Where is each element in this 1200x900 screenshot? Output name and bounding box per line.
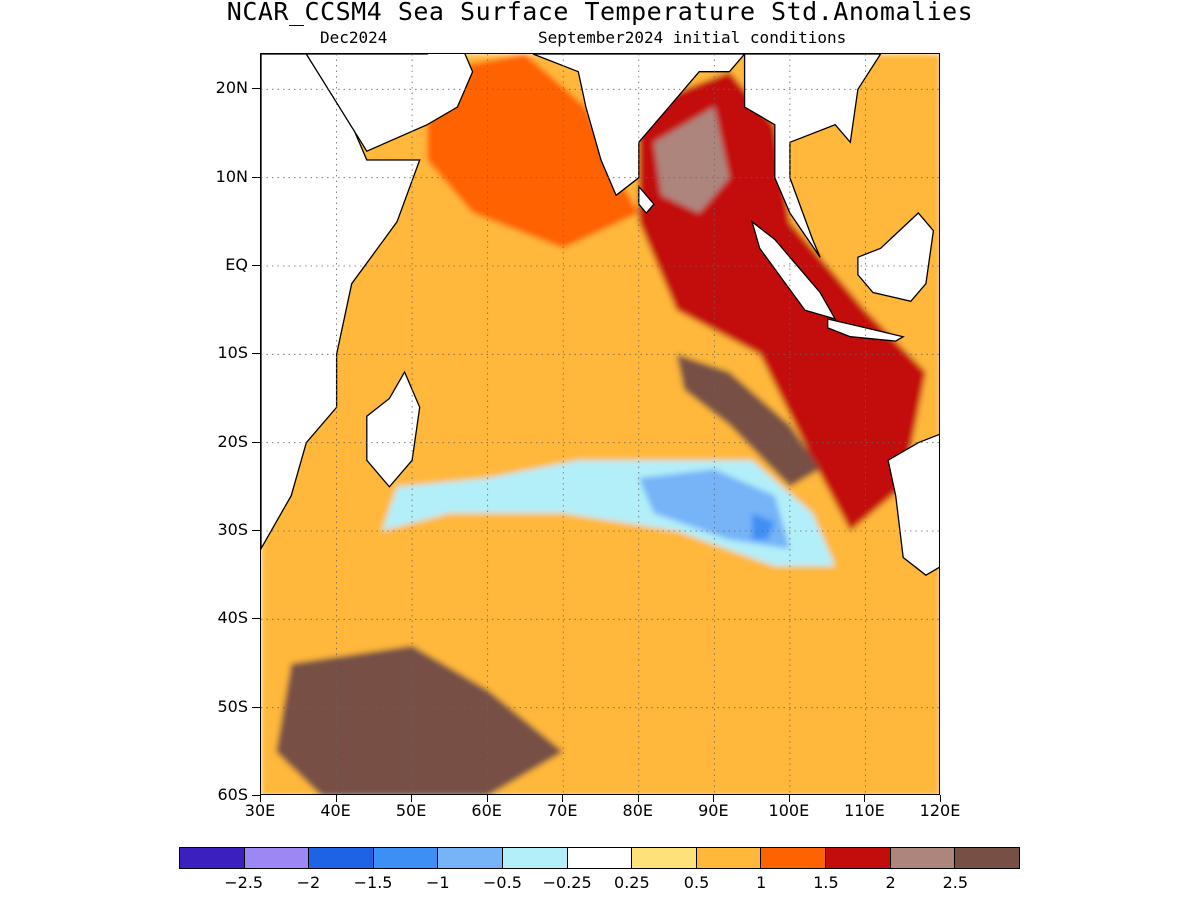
anomaly-region-8 (752, 513, 775, 540)
lat-tick-label: 40S (217, 608, 248, 628)
colorbar-label: 1.5 (813, 873, 839, 892)
lon-tick-label: 30E (244, 801, 276, 820)
lon-tick-label: 110E (844, 801, 885, 820)
colorbar-label: 2.5 (942, 873, 969, 892)
lat-tick-mark (252, 441, 260, 443)
lat-tick-label: 30S (217, 520, 248, 539)
sst-anomaly-map (261, 54, 939, 794)
colorbar-label: −0.25 (542, 873, 592, 892)
initial-conditions: September2024 initial conditions (538, 28, 847, 47)
colorbar-box-10 (826, 848, 891, 868)
colorbar-box-3 (373, 848, 439, 868)
colorbar-box-7 (632, 848, 697, 868)
lat-tick-mark (252, 176, 260, 178)
colorbar-label: 0.25 (614, 873, 650, 892)
lat-tick-mark (252, 88, 260, 90)
lon-tick-label: 60E (471, 801, 502, 820)
land-mass-5 (366, 370, 421, 488)
forecast-month: Dec2024 (320, 28, 388, 47)
lon-tick-label: 40E (320, 801, 351, 820)
lat-tick-mark (252, 795, 260, 796)
colorbar-label: −2 (296, 873, 321, 892)
lon-tick-mark (335, 795, 337, 802)
anomaly-region-3 (653, 107, 730, 213)
colorbar-box-5 (503, 848, 568, 868)
lat-tick-mark (252, 706, 260, 708)
lon-tick-mark (637, 795, 639, 802)
lat-tick-mark (252, 618, 260, 620)
colorbar-box-8 (696, 848, 762, 868)
lon-tick-label: 90E (698, 801, 729, 820)
lon-tick-label: 120E (919, 801, 961, 820)
lat-tick-label: EQ (225, 255, 248, 274)
land-mass-9 (887, 433, 939, 576)
lon-tick-mark (411, 795, 413, 802)
land-mass-3 (743, 54, 882, 258)
lon-tick-mark (260, 795, 261, 802)
colorbar-label: 0.5 (683, 873, 710, 892)
anomaly-region-1 (427, 54, 639, 249)
colorbar-box-12 (955, 848, 1019, 868)
colorbar-box-4 (438, 848, 504, 868)
colorbar-box-6 (567, 848, 633, 868)
anomaly-region-4 (276, 645, 564, 794)
land-mass-8 (857, 212, 935, 303)
lon-tick-mark (864, 795, 866, 802)
lon-tick-label: 50E (395, 801, 427, 820)
lat-tick-label: 20S (217, 431, 248, 451)
colorbar-box-1 (244, 848, 310, 868)
colorbar-label: −1.5 (353, 873, 393, 892)
lat-tick-label: 60S (217, 785, 248, 804)
colorbar-label: −0.5 (483, 873, 522, 892)
anomaly-region-5 (676, 354, 821, 487)
lat-tick-label: 10S (217, 343, 248, 363)
lat-tick-mark (252, 353, 260, 355)
lon-tick-label: 100E (768, 801, 810, 820)
lat-tick-label: 10N (215, 166, 248, 186)
colorbar-box-9 (761, 848, 827, 868)
colorbar (179, 847, 1020, 869)
map-title: NCAR_CCSM4 Sea Surface Temperature Std.A… (226, 0, 974, 26)
colorbar-label: −2.5 (224, 873, 264, 892)
map-plot-area (260, 53, 940, 795)
colorbar-box-0 (180, 848, 245, 868)
lon-tick-label: 70E (546, 801, 578, 820)
colorbar-box-11 (890, 848, 956, 868)
lat-tick-mark (252, 530, 260, 531)
lat-tick-label: 20N (215, 78, 248, 98)
lon-tick-mark (562, 795, 564, 802)
lon-tick-mark (940, 795, 941, 802)
lon-tick-mark (486, 795, 488, 802)
lat-tick-mark (252, 265, 260, 266)
colorbar-label: 2 (885, 873, 896, 892)
lon-tick-label: 80E (622, 801, 653, 820)
colorbar-label: −1 (425, 873, 450, 892)
lon-tick-mark (713, 795, 715, 802)
colorbar-box-2 (309, 848, 374, 868)
lon-tick-mark (788, 795, 790, 802)
lat-tick-label: 50S (217, 696, 248, 716)
colorbar-label: 1 (756, 873, 767, 892)
land-mass-6 (750, 220, 837, 321)
